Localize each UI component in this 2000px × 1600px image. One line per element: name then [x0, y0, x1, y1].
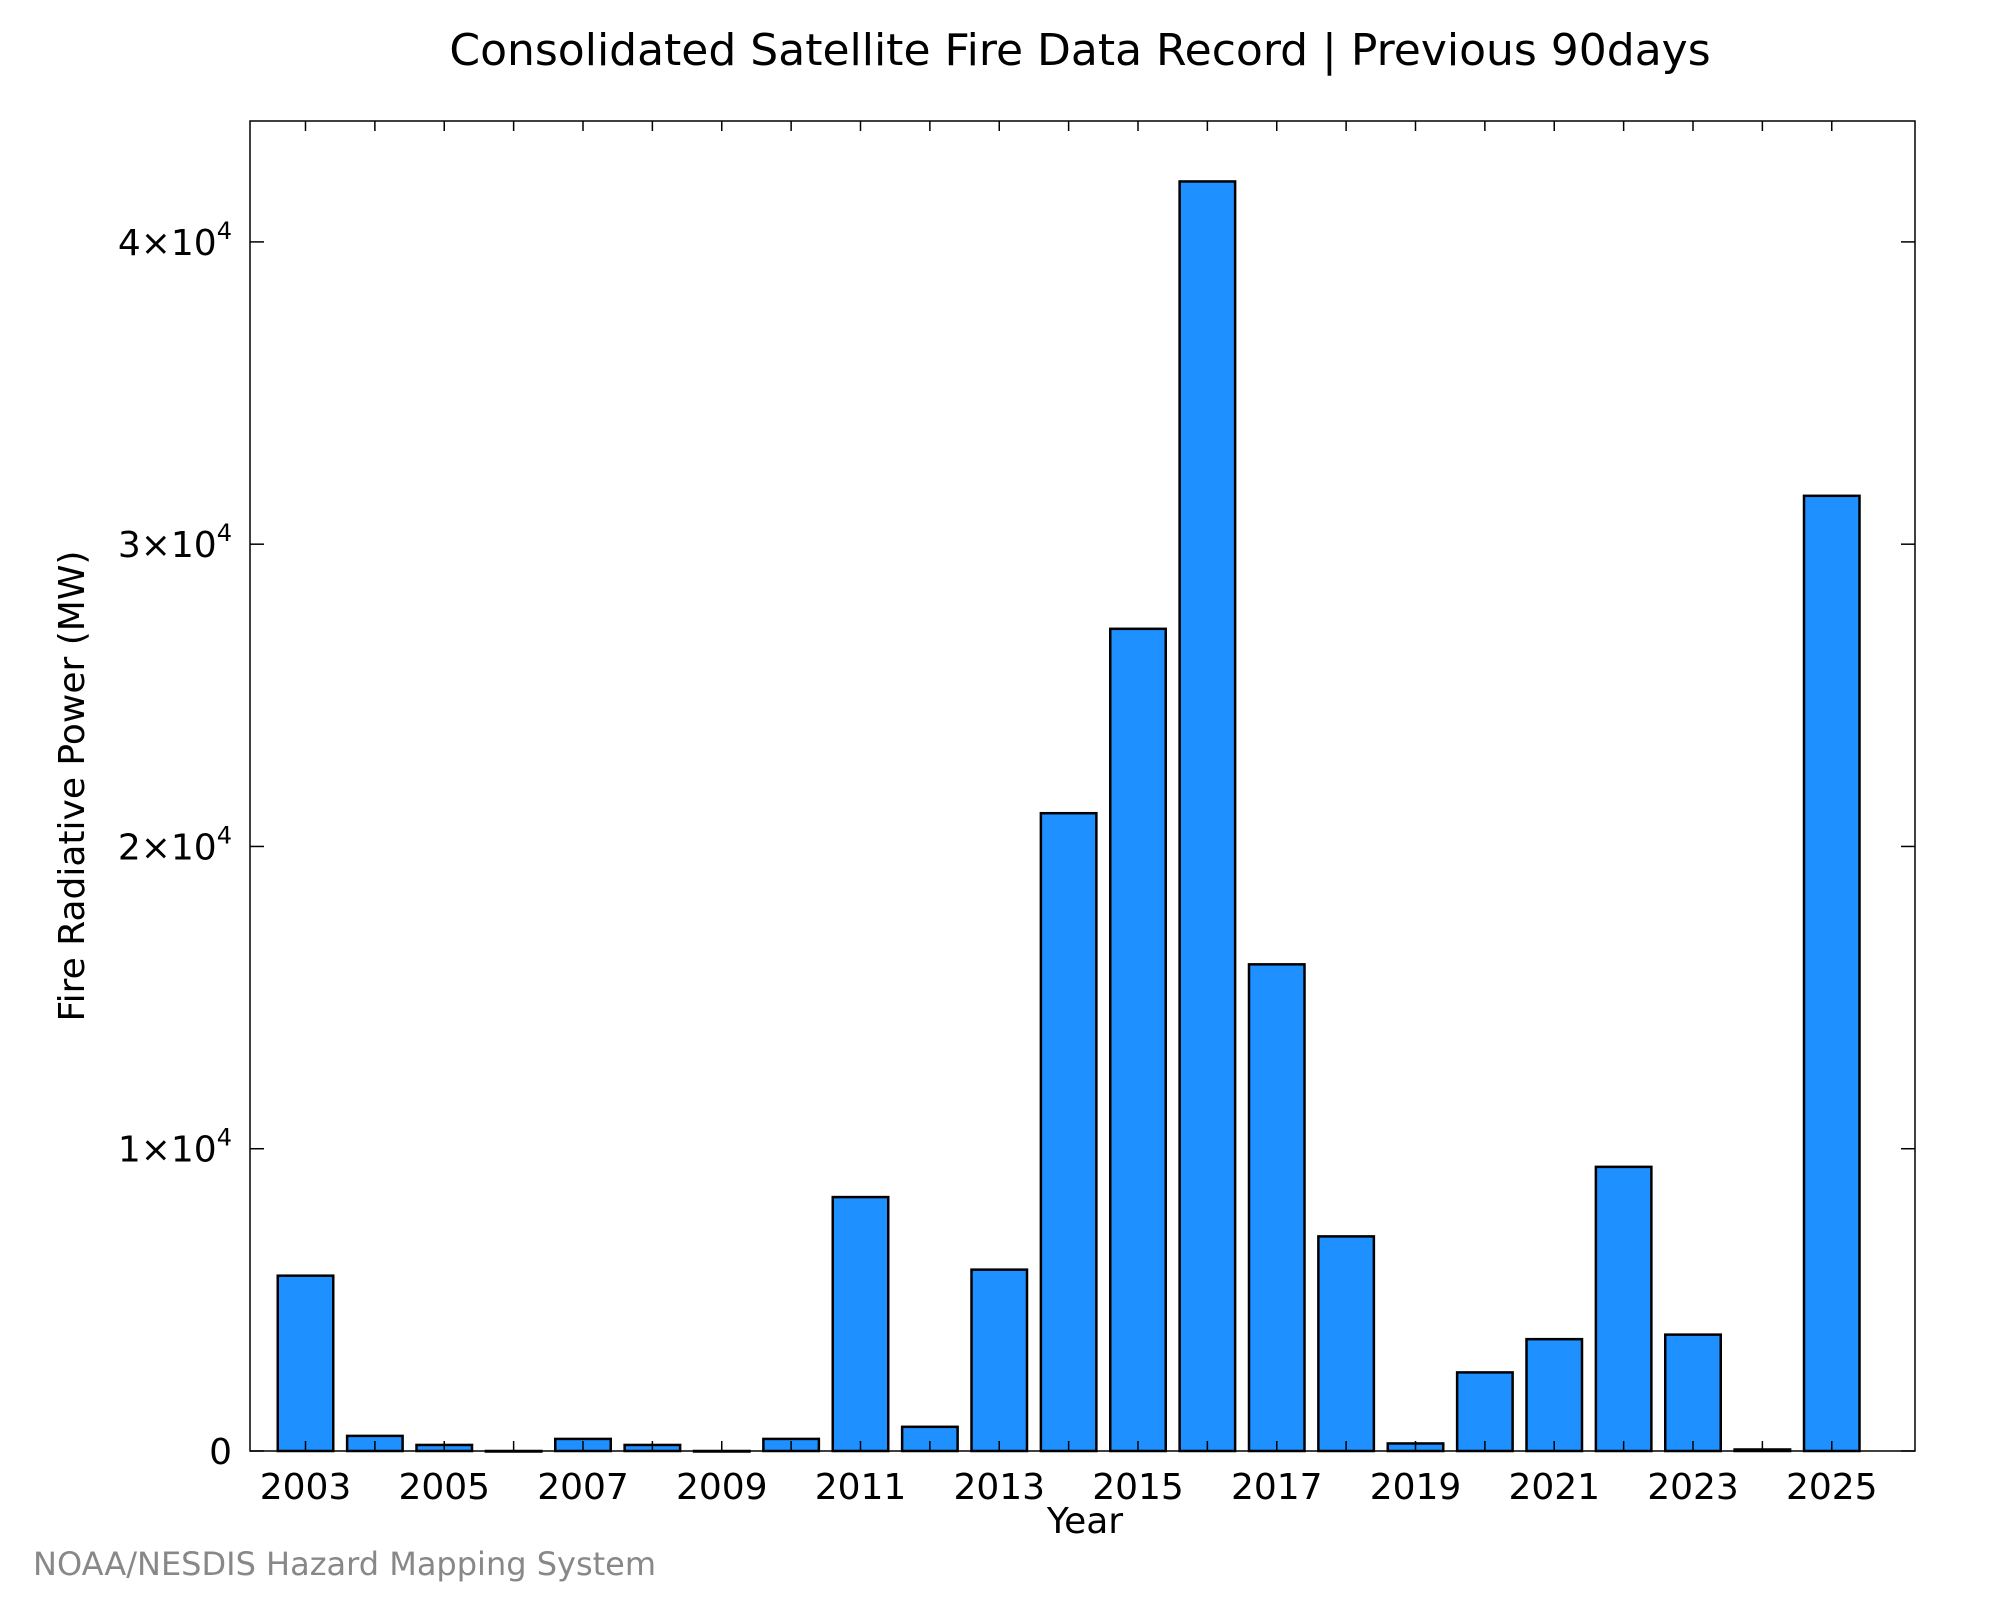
bar-2017	[1247, 963, 1306, 1453]
bar-2014	[1039, 811, 1098, 1453]
bar-2016	[1178, 180, 1237, 1453]
bar-2015	[1109, 627, 1167, 1453]
x-tick-label: 2005	[398, 1467, 490, 1508]
bar-2003	[276, 1274, 335, 1453]
y-tick-label: 4×104	[118, 217, 232, 264]
x-tick-label: 2017	[1231, 1467, 1323, 1508]
bar-2023	[1664, 1333, 1722, 1453]
y-tick-label: 2×104	[118, 821, 232, 868]
plot-frame	[249, 120, 1916, 1452]
bar-2025	[1802, 494, 1861, 1453]
x-tick-label: 2021	[1508, 1467, 1600, 1508]
bar-2013	[970, 1268, 1029, 1453]
bar-2011	[831, 1195, 890, 1453]
x-tick-label: 2015	[1092, 1467, 1184, 1508]
x-axis-title: Year	[1046, 1501, 1123, 1542]
bar-2022	[1594, 1165, 1653, 1453]
x-tick-label: 2025	[1786, 1467, 1878, 1508]
y-tick-label: 1×104	[118, 1124, 232, 1171]
x-axis-ticks: 2003 2005 2007 2009 2011 2013 2015 2017 2019 2021…	[260, 121, 1878, 1508]
y-tick-label: 0	[209, 1432, 232, 1473]
x-tick-label: 2023	[1647, 1467, 1739, 1508]
x-tick-label: 2003	[260, 1467, 352, 1508]
bar-2020	[1455, 1371, 1514, 1453]
x-tick-label: 2011	[815, 1467, 907, 1508]
x-tick-label: 2009	[676, 1467, 768, 1508]
credit-text: NOAA/NESDIS Hazard Mapping System	[33, 1545, 656, 1583]
x-tick-label: 2013	[953, 1467, 1045, 1508]
chart-title: Consolidated Satellite Fire Data Record …	[449, 25, 1710, 76]
y-tick-label: 3×104	[118, 519, 232, 566]
y-axis-ticks: 0 1×104 2×104 3×104 4×104	[118, 217, 1915, 1473]
y-axis-title: Fire Radiative Power (MW)	[52, 551, 93, 1022]
bars-group	[276, 180, 1861, 1453]
x-tick-label: 2007	[537, 1467, 629, 1508]
bar-2021	[1525, 1337, 1584, 1453]
bar-2018	[1317, 1235, 1376, 1453]
x-tick-label: 2019	[1370, 1467, 1462, 1508]
